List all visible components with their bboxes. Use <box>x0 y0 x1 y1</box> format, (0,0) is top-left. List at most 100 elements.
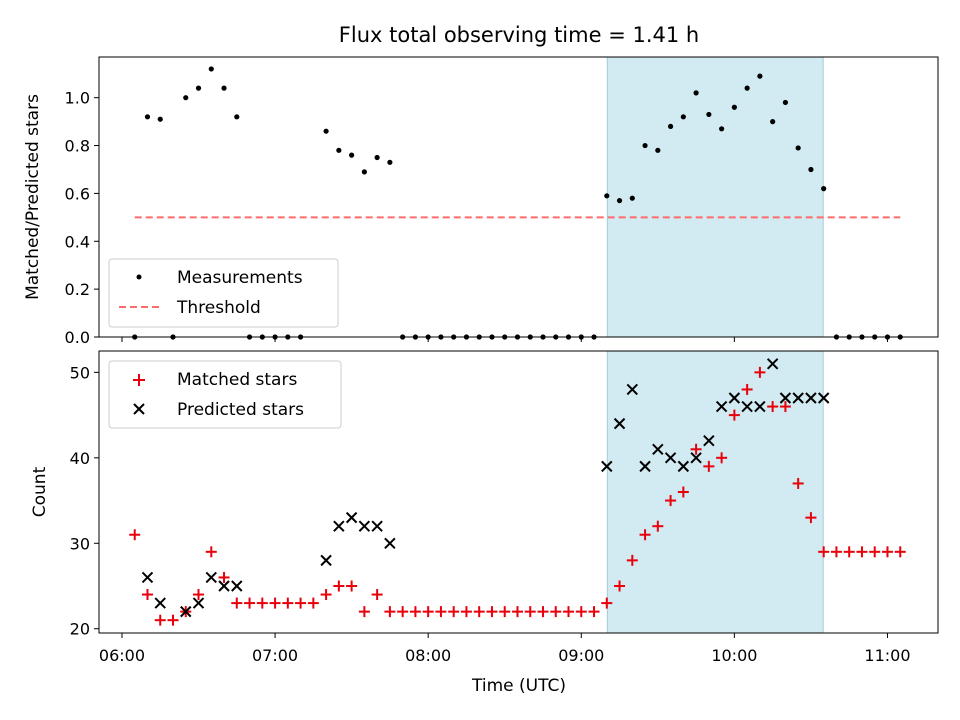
predicted-stars-point <box>728 392 741 404</box>
matched-stars-point <box>256 597 268 609</box>
predicted-stars-point <box>384 537 396 549</box>
predicted-stars-point <box>741 400 753 413</box>
measurements-point <box>846 334 852 340</box>
measurements-point <box>642 142 648 149</box>
predicted-stars-point <box>231 580 243 592</box>
matched-stars-point <box>244 597 256 609</box>
matched-stars-point <box>767 401 779 413</box>
matched-stars-point <box>320 589 332 601</box>
top-y-tick-label: 0.0 <box>65 328 90 347</box>
matched-stars-point <box>409 606 421 618</box>
top-y-tick-label: 1.0 <box>65 89 90 108</box>
matched-stars-point <box>307 597 319 609</box>
top-y-tick-label: 0.8 <box>65 137 90 156</box>
matched-stars-point <box>486 606 498 618</box>
predicted-stars-point <box>613 417 626 430</box>
measurements-point <box>400 334 406 340</box>
matched-stars-point <box>575 606 587 618</box>
bottom-panel-frame <box>98 350 939 634</box>
measurements-point <box>463 334 470 340</box>
matched-stars-point <box>435 606 447 618</box>
x-tick-label: 08:00 <box>405 646 451 665</box>
matched-stars-point <box>614 580 626 592</box>
measurements-point <box>451 334 457 340</box>
measurements-point <box>285 334 291 340</box>
measurements-point <box>208 66 214 72</box>
measurements-point <box>706 111 712 118</box>
legend-predicted-label: Predicted stars <box>177 400 304 420</box>
measurements-point <box>578 334 584 340</box>
matched-stars-point <box>741 383 753 395</box>
matched-stars-point <box>588 606 600 618</box>
measurements-point <box>170 334 176 340</box>
matched-stars-point <box>754 366 766 378</box>
measurements-point <box>527 334 533 340</box>
matched-stars-point <box>397 606 409 618</box>
matched-stars-point <box>665 495 677 507</box>
measurements-point <box>144 114 151 120</box>
bottom-y-tick-label: 20 <box>70 620 90 639</box>
x-tick-label: 07:00 <box>252 646 298 665</box>
top-legend-box <box>108 258 339 328</box>
predicted-stars-point <box>141 571 154 584</box>
predicted-stars-point <box>626 383 639 396</box>
predicted-stars-point <box>345 511 358 524</box>
predicted-stars-point <box>371 520 383 532</box>
bottom-legend-box <box>108 360 342 429</box>
measurements-point <box>221 85 227 91</box>
bottom-y-tick-label: 30 <box>70 534 90 553</box>
legend-matched-marker <box>133 374 145 386</box>
measurements-point <box>297 334 304 340</box>
matched-stars-point <box>856 546 868 558</box>
measurements-point <box>259 334 265 340</box>
measurements-point <box>770 119 776 125</box>
measurements-point <box>438 334 444 340</box>
bottom-highlight-span <box>606 350 824 634</box>
predicted-stars-point <box>792 392 804 404</box>
measurements-point <box>502 334 508 340</box>
measurements-point <box>884 334 891 340</box>
matched-stars-point <box>805 512 817 524</box>
matched-stars-point <box>205 546 217 558</box>
bottom-legend: Matched stars Predicted stars <box>108 360 342 429</box>
measurements-point <box>897 334 903 340</box>
measurements-point <box>744 85 750 91</box>
matched-stars-point <box>601 597 613 609</box>
measurements-point <box>246 334 253 340</box>
predicted-stars-point <box>652 443 664 455</box>
predicted-stars-point <box>817 392 830 404</box>
predicted-stars-point <box>779 392 792 404</box>
predicted-stars-point <box>180 605 192 618</box>
measurements-point <box>731 104 737 110</box>
predicted-stars-point <box>601 460 613 473</box>
bottom-y-tick-label: 50 <box>70 363 90 382</box>
measurements-point <box>157 116 163 122</box>
measurements-point <box>859 334 865 340</box>
predicted-stars-point <box>192 597 205 609</box>
measurements-point <box>821 186 827 192</box>
matched-stars-point <box>154 614 166 626</box>
measurements-point <box>195 85 202 91</box>
matched-stars-point <box>282 597 294 609</box>
measurements-point <box>693 90 699 96</box>
measurements-point <box>795 145 801 151</box>
predicted-stars-point <box>218 580 230 592</box>
matched-stars-point <box>524 606 536 618</box>
measurements-point <box>425 334 431 340</box>
measurements-point <box>565 334 572 340</box>
predicted-stars-point <box>754 400 766 413</box>
bottom-panel-ylabel: Count <box>30 466 50 517</box>
x-tick-label: 10:00 <box>711 646 757 665</box>
measurements-point <box>655 147 661 153</box>
matched-stars-point <box>499 606 511 618</box>
predicted-stars-point <box>664 452 677 464</box>
measurements-point <box>540 334 546 340</box>
matched-stars-point <box>295 597 307 609</box>
matched-stars-point <box>563 606 575 618</box>
legend-measurements-marker <box>136 274 142 280</box>
predicted-stars-point <box>205 571 217 584</box>
x-tick-label: 09:00 <box>558 646 604 665</box>
measurements-point <box>872 334 878 340</box>
measurements-point <box>336 147 342 153</box>
